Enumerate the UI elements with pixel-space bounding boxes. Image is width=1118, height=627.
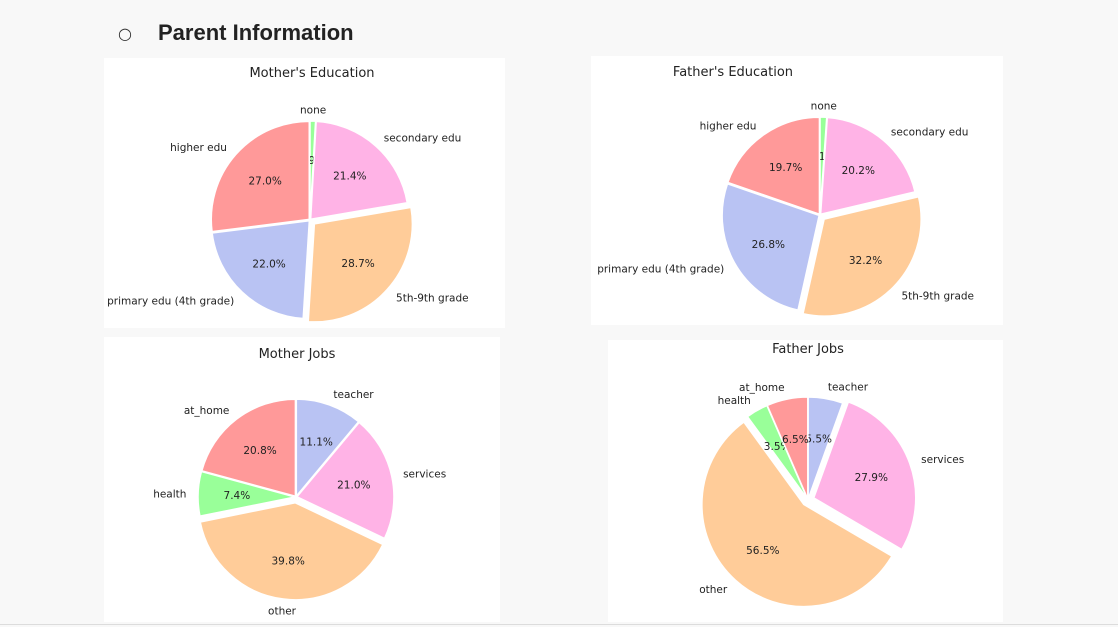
pie-slice-services: [812, 400, 917, 551]
pie-slice-higher-edu: [726, 116, 821, 216]
category-label-higher-edu: higher edu: [700, 121, 757, 133]
pie-slice-teacher: [295, 398, 360, 499]
pie-slice-health: [197, 470, 296, 518]
category-label-teacher: teacher: [333, 389, 374, 401]
category-label-health: health: [153, 488, 186, 500]
father-jobs-pie: Father Jobs 5.5% teacher 27.9% services 56.5%…: [699, 342, 964, 608]
pie-slice-at-home: [766, 396, 809, 500]
category-label-health: health: [718, 395, 751, 407]
section-header: ○ Parent Information: [118, 20, 354, 46]
father-education-chart: Father's Education 1.1% none 20.2% secondary…: [591, 56, 1003, 325]
mother-jobs-chart: Mother Jobs 11.1% teacher 21.0% services 39.8…: [104, 337, 500, 622]
chart-title: Father Jobs: [772, 342, 844, 357]
father-jobs-chart: Father Jobs 5.5% teacher 27.9% services 56.5%…: [608, 340, 1003, 622]
pct-label-teacher: 11.1%: [300, 436, 333, 448]
pct-label-health: 7.4%: [224, 490, 251, 502]
pie-slice-other: [199, 501, 384, 601]
mother-jobs-pie: Mother Jobs 11.1% teacher 21.0% services 39.8…: [153, 347, 446, 618]
chart-title: Mother's Education: [249, 66, 374, 81]
category-label-secondary-edu: secondary edu: [891, 126, 969, 138]
pct-label-primary-edu-4th-grade: 22.0%: [252, 259, 285, 271]
category-label-teacher: teacher: [828, 381, 869, 393]
chart-title: Mother Jobs: [259, 347, 336, 362]
category-label-5th-9th-grade: 5th-9th grade: [901, 290, 974, 302]
bottom-divider: [0, 624, 1118, 625]
pct-label-teacher: 5.5%: [805, 434, 832, 446]
chart-title: Father's Education: [673, 65, 793, 80]
pct-label-higher-edu: 19.7%: [769, 162, 802, 174]
pct-label-other: 56.5%: [746, 545, 779, 557]
category-label-primary-edu-4th-grade: primary edu (4th grade): [107, 296, 234, 308]
category-label-none: none: [811, 100, 837, 112]
category-label-at-home: at_home: [739, 382, 785, 394]
pie-slice-5th-9th-grade: [802, 195, 922, 317]
pct-label-secondary-edu: 20.2%: [842, 165, 875, 177]
mother-education-pie: Mother's Education0.9%none21.4%secondary…: [107, 66, 469, 323]
pie-slice-services: [295, 421, 395, 540]
category-label-primary-edu-4th-grade: primary edu (4th grade): [597, 263, 724, 275]
category-label-none: none: [300, 104, 326, 116]
category-label-higher-edu: higher edu: [170, 142, 227, 154]
bullet-icon: ○: [118, 23, 132, 43]
father-education-pie: Father's Education1.1%none20.2%secondary…: [597, 65, 974, 317]
category-label-5th-9th-grade: 5th-9th grade: [396, 292, 469, 304]
pie-slice-secondary-edu: [819, 116, 916, 216]
pct-label-5th-9th-grade: 32.2%: [849, 255, 882, 267]
mother-education-chart: Mother's Education 0.9% none 21.4% secondary…: [104, 58, 505, 328]
pct-label-services: 21.0%: [337, 479, 370, 491]
pie-slice-5th-9th-grade: [307, 206, 414, 323]
pie-slice-at-home: [200, 398, 297, 498]
pie-slice-primary-edu-4th-grade: [211, 219, 311, 320]
pct-label-other: 39.8%: [272, 556, 305, 568]
pie-slice-higher-edu: [210, 120, 311, 233]
category-label-services: services: [921, 454, 964, 466]
pct-label-services: 27.9%: [855, 472, 888, 484]
pct-label-5th-9th-grade: 28.7%: [341, 258, 374, 270]
section-title: Parent Information: [158, 20, 354, 45]
pct-label-at-home: 6.5%: [782, 434, 809, 446]
pct-label-at-home: 20.8%: [243, 445, 276, 457]
category-label-at-home: at_home: [184, 405, 230, 417]
category-label-other: other: [699, 584, 728, 596]
pct-label-higher-edu: 27.0%: [248, 175, 281, 187]
category-label-services: services: [403, 469, 446, 481]
pie-slice-primary-edu-4th-grade: [721, 182, 821, 312]
category-label-other: other: [268, 606, 297, 618]
pie-slice-secondary-edu: [309, 120, 409, 221]
category-label-secondary-edu: secondary edu: [384, 132, 462, 144]
pct-label-secondary-edu: 21.4%: [333, 170, 366, 182]
pie-slice-other: [701, 421, 893, 608]
pct-label-primary-edu-4th-grade: 26.8%: [752, 239, 785, 251]
